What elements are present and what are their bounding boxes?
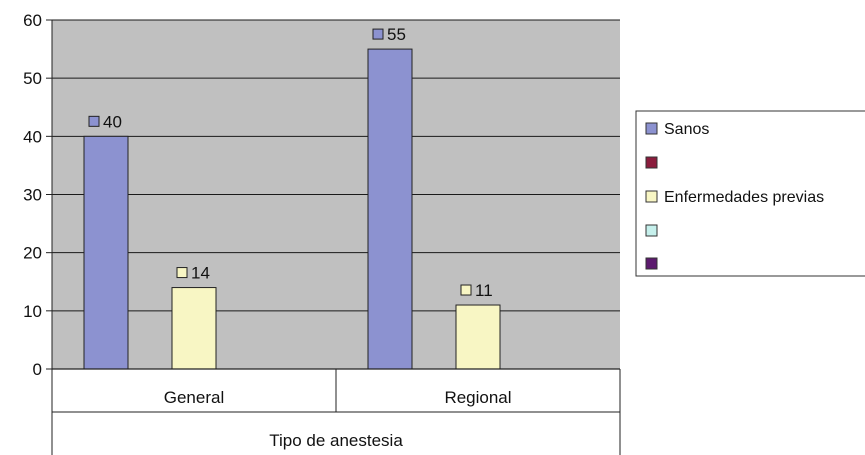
data-label-key <box>460 284 472 296</box>
legend-swatch-series-2 <box>645 156 658 169</box>
bar-sanos-regional <box>367 48 413 370</box>
bars <box>83 48 501 370</box>
y-tick-label: 30 <box>23 186 42 205</box>
gridlines <box>52 19 620 312</box>
data-label: 55 <box>387 25 406 44</box>
x-axis-title: Tipo de anestesia <box>269 431 403 450</box>
y-tick-label: 50 <box>23 69 42 88</box>
y-tick-label: 0 <box>33 360 42 379</box>
bar-sanos-general <box>83 135 129 370</box>
y-tick-label: 60 <box>23 11 42 30</box>
x-category-label-general: General <box>164 388 224 407</box>
y-tick-label: 20 <box>23 244 42 263</box>
data-label-key <box>88 115 100 127</box>
data-label: 14 <box>191 264 210 283</box>
data-label-key <box>176 267 188 279</box>
legend: Sanos Enfermedades previas <box>635 110 865 277</box>
data-label-key <box>372 28 384 40</box>
legend-swatch-series-5 <box>645 257 658 270</box>
legend-label-enfermedades-previas: Enfermedades previas <box>664 189 824 206</box>
legend-swatch-enfermedades-previas <box>645 190 658 203</box>
bar-enfermedades-previas-regional <box>455 304 501 370</box>
y-tick-label: 10 <box>23 302 42 321</box>
legend-label-sanos: Sanos <box>664 121 709 138</box>
legend-swatch-series-4 <box>645 224 658 237</box>
data-label: 40 <box>103 112 122 131</box>
legend-swatch-sanos <box>645 122 658 135</box>
bar-enfermedades-previas-general <box>171 287 217 370</box>
data-label: 11 <box>475 281 493 300</box>
y-axis-ticks: 0 10 20 30 40 50 60 <box>23 11 52 379</box>
legend-box <box>635 110 865 277</box>
x-category-label-regional: Regional <box>444 388 511 407</box>
data-labels: 40 14 55 11 <box>88 25 493 300</box>
y-tick-label: 40 <box>23 127 42 146</box>
